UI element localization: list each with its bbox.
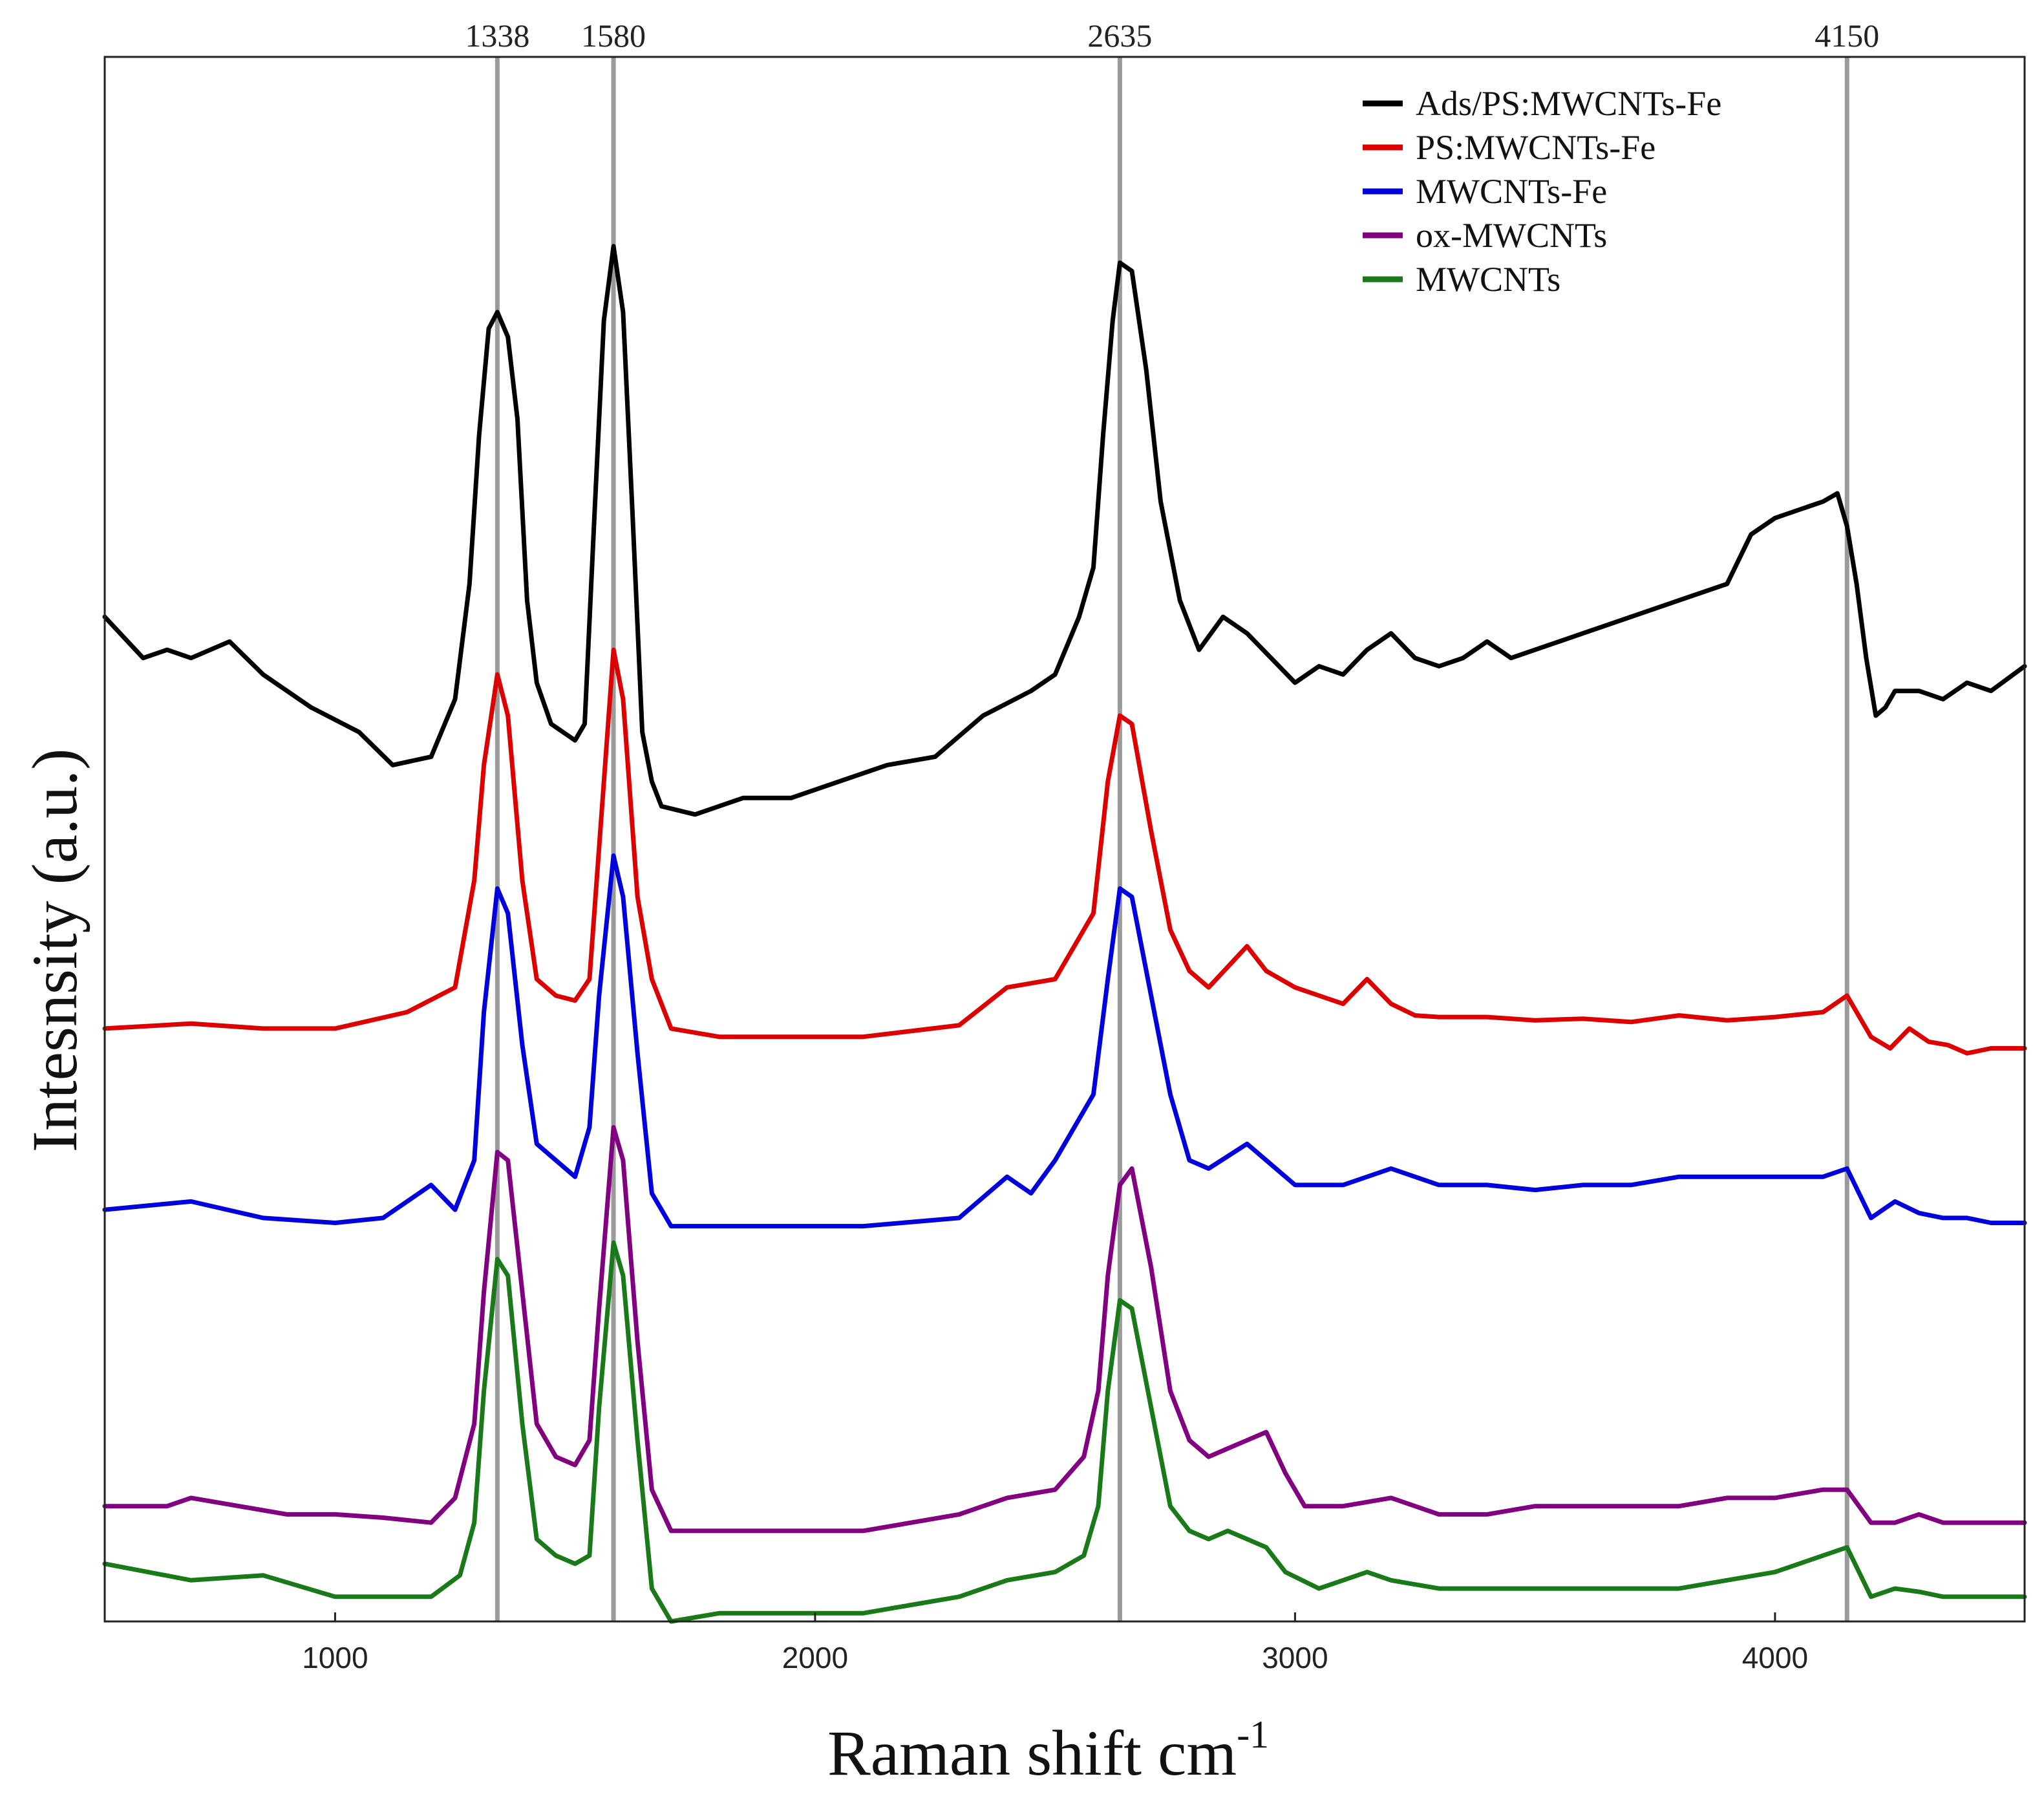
legend-label-ads-ps-mwcnts-fe: Ads/PS:MWCNTs-Fe (1416, 84, 1721, 123)
peak-label-1580: 1580 (581, 17, 646, 54)
legend-label-ox-mwcnts: ox-MWCNTs (1416, 216, 1607, 255)
series-line-ads-ps-mwcnts-fe (102, 244, 2027, 817)
x-tick-label-3000: 3000 (1262, 1641, 1328, 1674)
x-axis: 1000 2000 3000 4000 (302, 1612, 1808, 1674)
legend-label-ps-mwcnts-fe: PS:MWCNTs-Fe (1416, 128, 1655, 167)
peak-label-4150: 4150 (1815, 17, 1879, 54)
x-axis-title: Raman shift cm-1 (827, 1713, 1269, 1789)
reference-lines (495, 57, 1849, 1621)
peak-labels: 1338 1580 2635 4150 (465, 17, 1879, 54)
peak-label-1338: 1338 (465, 17, 529, 54)
legend-label-mwcnts: MWCNTs (1416, 260, 1560, 299)
series-line-ox-mwcnts (102, 1125, 2027, 1534)
x-tick-label-1000: 1000 (302, 1641, 368, 1674)
plot-frame (103, 56, 2026, 1623)
legend: Ads/PS:MWCNTs-Fe PS:MWCNTs-Fe MWCNTs-Fe ox-… (1363, 84, 1721, 299)
peak-label-2635: 2635 (1087, 17, 1152, 54)
series-line-mwcnts-fe (102, 853, 2027, 1229)
series-line-ps-mwcnts-fe (102, 647, 2027, 1056)
series-layer (102, 244, 2027, 1624)
x-tick-label-4000: 4000 (1742, 1641, 1808, 1674)
y-axis-title: Intesnsity (a.u.) (19, 749, 90, 1153)
x-axis-title-superscript: -1 (1237, 1713, 1269, 1756)
legend-label-mwcnts-fe: MWCNTs-Fe (1416, 172, 1607, 211)
series-line-mwcnts (102, 1240, 2027, 1624)
x-tick-label-2000: 2000 (782, 1641, 848, 1674)
